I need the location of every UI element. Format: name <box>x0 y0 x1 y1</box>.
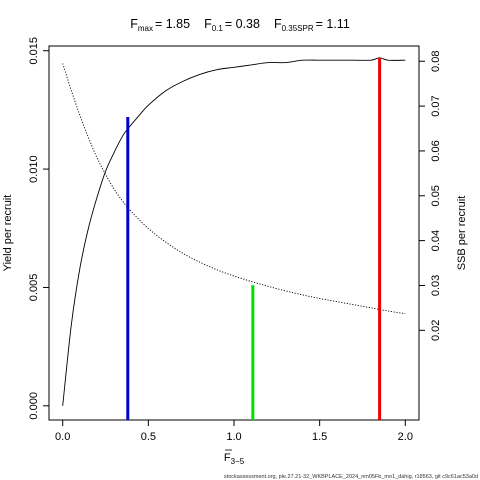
y-right-tick-label: 0.04 <box>430 230 442 251</box>
x-tick-label: 0.0 <box>55 431 70 443</box>
yield-per-recruit-line <box>62 57 406 406</box>
y-left-tick-label: 0.005 <box>28 274 40 302</box>
x-axis: 0.0 0.5 1.0 1.5 2.0 <box>55 420 413 443</box>
y-right-tick-label: 0.07 <box>430 95 442 116</box>
y-axis-left-title: Yield per recruit <box>2 195 14 272</box>
reference-lines <box>126 57 382 420</box>
x-tick-label: 1.5 <box>312 431 327 443</box>
y-left-tick-label: 0.015 <box>28 37 40 65</box>
ssb-per-recruit-line <box>62 63 406 315</box>
y-right-tick-label: 0.05 <box>430 185 442 206</box>
y-right-tick-label: 0.06 <box>430 140 442 161</box>
x-tick-label: 1.0 <box>226 431 241 443</box>
chart-title: Fmax = 1.85 F0.1 = 0.38 F0.35SPR = 1.11 <box>130 17 350 33</box>
y-left-tick-label: 0.010 <box>28 155 40 183</box>
y-right-tick-label: 0.02 <box>430 320 442 341</box>
y-axis-right: 0.02 0.03 0.04 0.05 0.06 0.07 0.08 <box>419 51 442 341</box>
y-axis-right-title: SSB per recruit <box>456 196 468 271</box>
y-left-tick-label: 0.000 <box>28 392 40 420</box>
plot-area-frame <box>48 45 420 421</box>
footer-credit: stockassessment.org, ple.27.21-32_WKBPLA… <box>224 474 478 480</box>
y-axis-left: 0.000 0.005 0.010 0.015 <box>28 37 49 420</box>
y-right-tick-label: 0.08 <box>430 51 442 72</box>
x-axis-title: F3−5 <box>224 452 245 466</box>
x-tick-label: 0.5 <box>141 431 156 443</box>
x-tick-label: 2.0 <box>398 431 413 443</box>
series-layer <box>62 57 406 406</box>
y-right-tick-label: 0.03 <box>430 275 442 296</box>
